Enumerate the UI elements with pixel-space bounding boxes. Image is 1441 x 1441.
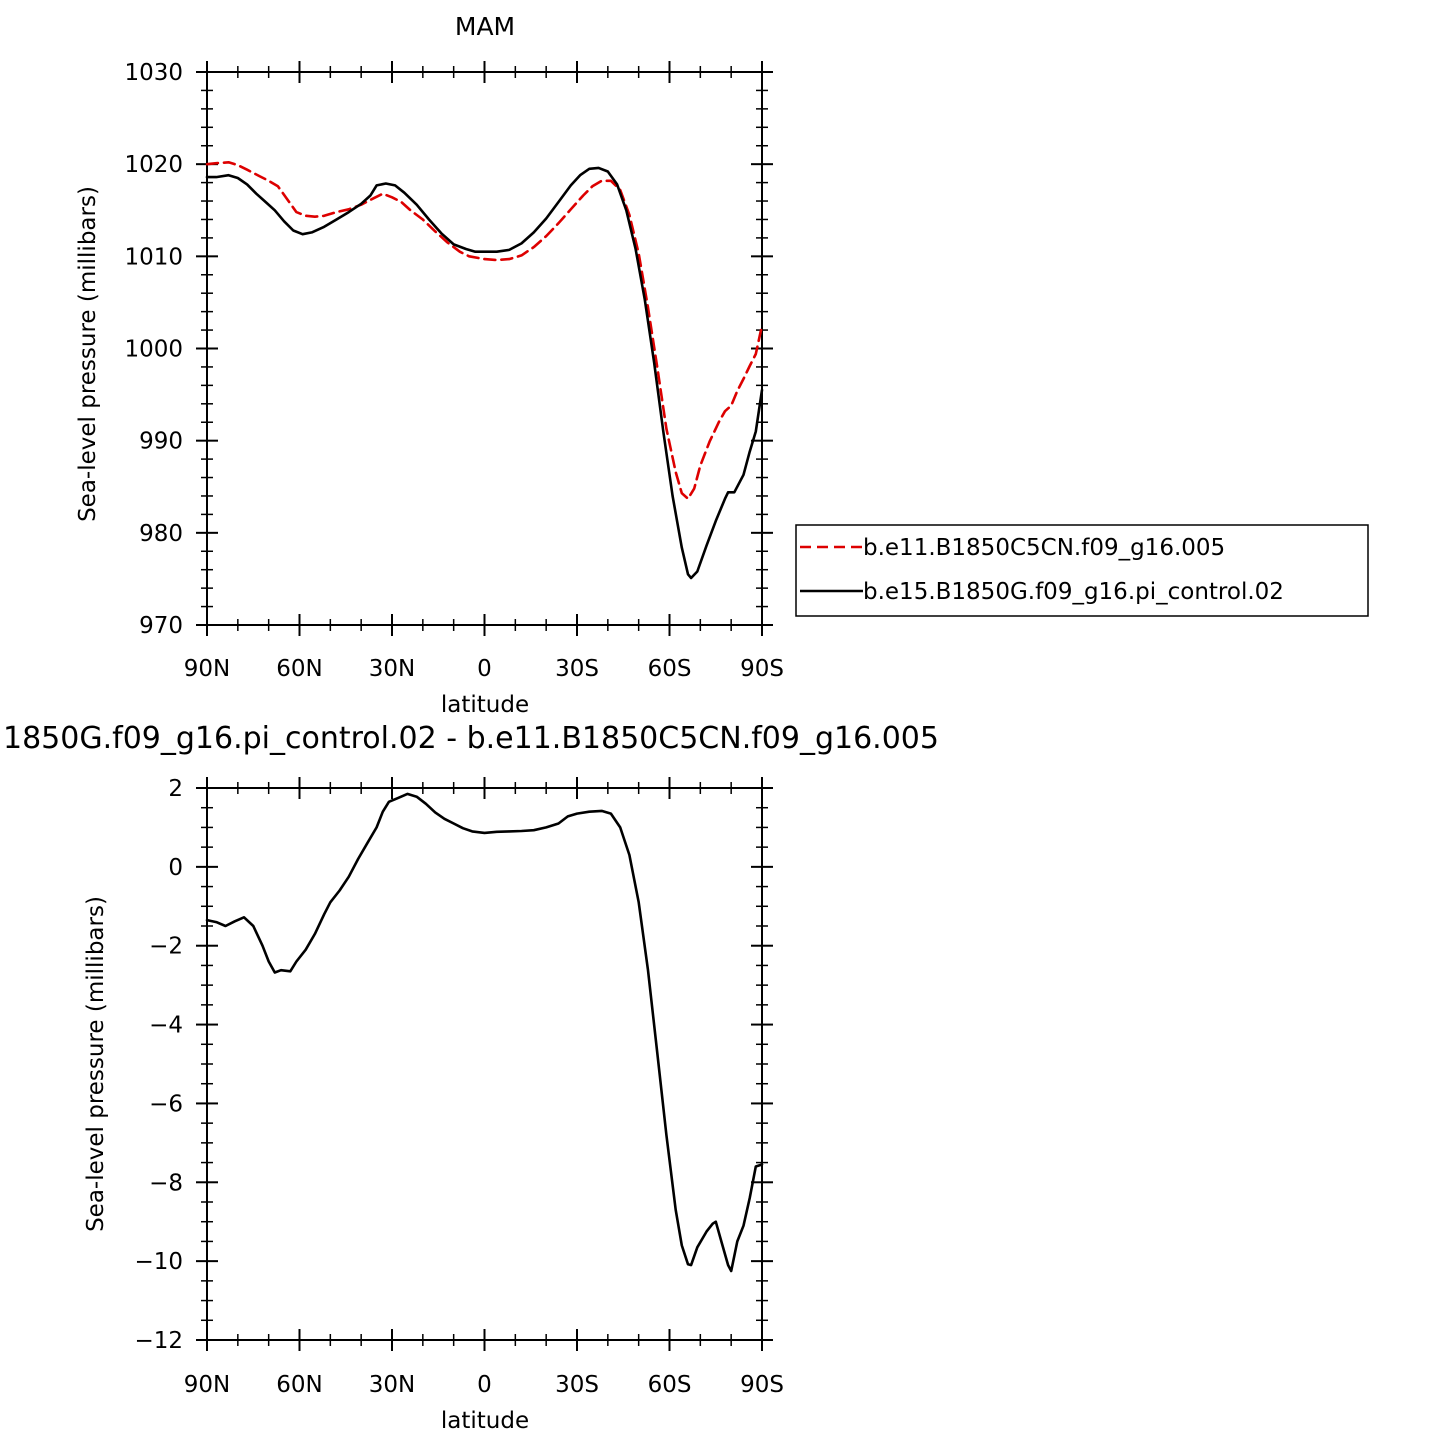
- bottom-series-line-0: [205, 792, 764, 1273]
- bottom-x-tick-label: 60N: [276, 1372, 322, 1398]
- bottom-x-tick-label: 0: [477, 1372, 492, 1398]
- top-y-tick-label: 970: [139, 613, 183, 639]
- top-y-axis-label: Sea-level pressure (millibars): [75, 186, 101, 522]
- top-x-tick-label: 60N: [276, 656, 322, 682]
- bottom-chart-panel: 1850G.f09_g16.pi_control.02 - b.e11.B185…: [3, 721, 939, 1434]
- bottom-y-tick-label: −4: [149, 1013, 183, 1039]
- top-y-tick-labels: 970 980 990 1000 1010 1020 1030: [124, 60, 183, 639]
- top-x-tick-label: 90S: [740, 656, 784, 682]
- top-series-group: [205, 161, 764, 580]
- top-x-tick-label: 60S: [648, 656, 692, 682]
- bottom-chart-title: 1850G.f09_g16.pi_control.02 - b.e11.B185…: [3, 721, 939, 756]
- legend-entry-b-e15: b.e15.B1850G.f09_g16.pi_control.02: [863, 579, 1284, 605]
- legend-box: [795, 524, 1369, 617]
- bottom-x-axis-label: latitude: [441, 1408, 529, 1434]
- top-x-tick-labels: 90N 60N 30N 0 30S 60S 90S: [184, 656, 784, 682]
- bottom-x-tick-label: 90N: [184, 1372, 230, 1398]
- top-y-tick-label: 990: [139, 429, 183, 455]
- bottom-x-tick-label: 60S: [648, 1372, 692, 1398]
- bottom-x-tick-label: 30N: [369, 1372, 415, 1398]
- legend-entry-b-e11: b.e11.B1850C5CN.f09_g16.005: [863, 535, 1225, 561]
- bottom-series-group: [205, 792, 764, 1273]
- top-y-tick-label: 1020: [124, 152, 183, 178]
- top-chart-panel: MAM 90N 60N 30N 0 30S 60S 90S 970 980 990 1000 101…: [75, 12, 784, 718]
- top-x-tick-label: 30S: [555, 656, 599, 682]
- top-x-axis-label: latitude: [441, 692, 529, 718]
- bottom-y-tick-label: −10: [134, 1249, 183, 1275]
- top-y-tick-label: 980: [139, 521, 183, 547]
- bottom-y-axis-label: Sea-level pressure (millibars): [83, 896, 109, 1232]
- top-y-tick-label: 1000: [124, 337, 183, 363]
- bottom-x-tick-label: 30S: [555, 1372, 599, 1398]
- top-chart-title: MAM: [455, 12, 515, 41]
- bottom-axis-ticks: [196, 777, 773, 1351]
- top-plot-frame: [206, 71, 763, 626]
- top-series-line-0: [205, 161, 764, 500]
- bottom-x-tick-labels: 90N 60N 30N 0 30S 60S 90S: [184, 1372, 784, 1398]
- bottom-y-tick-label: 2: [168, 776, 183, 802]
- top-x-tick-label: 90N: [184, 656, 230, 682]
- top-series-line-1: [205, 166, 764, 580]
- top-y-tick-label: 1030: [124, 60, 183, 86]
- top-y-tick-label: 1010: [124, 244, 183, 270]
- top-x-tick-label: 0: [477, 656, 492, 682]
- bottom-plot-frame: [206, 787, 763, 1341]
- bottom-y-tick-label: 0: [168, 855, 183, 881]
- bottom-x-tick-label: 90S: [740, 1372, 784, 1398]
- bottom-y-tick-label: −2: [149, 934, 183, 960]
- legend: b.e11.B1850C5CN.f09_g16.005 b.e15.B1850G…: [795, 524, 1369, 617]
- bottom-y-tick-label: −12: [134, 1328, 183, 1354]
- bottom-y-tick-label: −6: [149, 1091, 183, 1117]
- bottom-y-tick-labels: −12 −10 −8 −6 −4 −2 0 2: [134, 776, 183, 1354]
- top-x-tick-label: 30N: [369, 656, 415, 682]
- bottom-y-tick-label: −8: [149, 1170, 183, 1196]
- top-axis-ticks: [196, 61, 773, 636]
